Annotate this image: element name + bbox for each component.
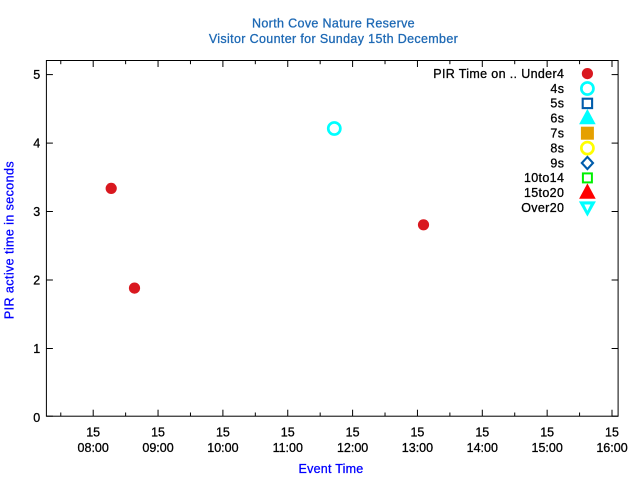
svg-text:5: 5 xyxy=(33,68,40,82)
svg-text:Over20: Over20 xyxy=(521,201,564,215)
svg-text:2: 2 xyxy=(33,273,40,287)
svg-text:15: 15 xyxy=(346,426,360,440)
svg-text:16:00: 16:00 xyxy=(596,441,627,455)
svg-text:15: 15 xyxy=(475,426,489,440)
svg-text:15: 15 xyxy=(86,426,100,440)
svg-text:PIR active time in seconds: PIR active time in seconds xyxy=(3,161,17,319)
svg-text:7s: 7s xyxy=(550,126,564,140)
svg-text:10:00: 10:00 xyxy=(207,441,238,455)
svg-text:8s: 8s xyxy=(550,141,564,155)
svg-text:08:00: 08:00 xyxy=(78,441,109,455)
svg-text:15: 15 xyxy=(151,426,165,440)
svg-text:Visitor Counter for Sunday 15t: Visitor Counter for Sunday 15th December xyxy=(209,32,458,46)
svg-text:4s: 4s xyxy=(550,82,564,96)
svg-text:15: 15 xyxy=(216,426,230,440)
svg-text:13:00: 13:00 xyxy=(402,441,433,455)
svg-text:12:00: 12:00 xyxy=(337,441,368,455)
svg-text:14:00: 14:00 xyxy=(467,441,498,455)
svg-text:09:00: 09:00 xyxy=(142,441,173,455)
svg-text:North Cove Nature Reserve: North Cove Nature Reserve xyxy=(252,17,415,31)
svg-text:15: 15 xyxy=(540,426,554,440)
svg-text:0: 0 xyxy=(33,411,40,425)
svg-text:15:00: 15:00 xyxy=(532,441,563,455)
svg-text:1: 1 xyxy=(33,342,40,356)
svg-text:15: 15 xyxy=(410,426,424,440)
svg-text:3: 3 xyxy=(33,205,40,219)
svg-text:5s: 5s xyxy=(550,97,564,111)
svg-text:PIR Time on .. Under4: PIR Time on .. Under4 xyxy=(433,67,564,81)
svg-text:15to20: 15to20 xyxy=(524,186,564,200)
svg-text:10to14: 10to14 xyxy=(524,171,564,185)
svg-text:Event Time: Event Time xyxy=(298,462,363,476)
svg-text:4: 4 xyxy=(33,136,40,150)
svg-text:15: 15 xyxy=(281,426,295,440)
svg-text:11:00: 11:00 xyxy=(273,441,303,455)
svg-text:6s: 6s xyxy=(550,112,564,126)
svg-text:9s: 9s xyxy=(550,156,564,170)
svg-text:15: 15 xyxy=(605,426,619,440)
